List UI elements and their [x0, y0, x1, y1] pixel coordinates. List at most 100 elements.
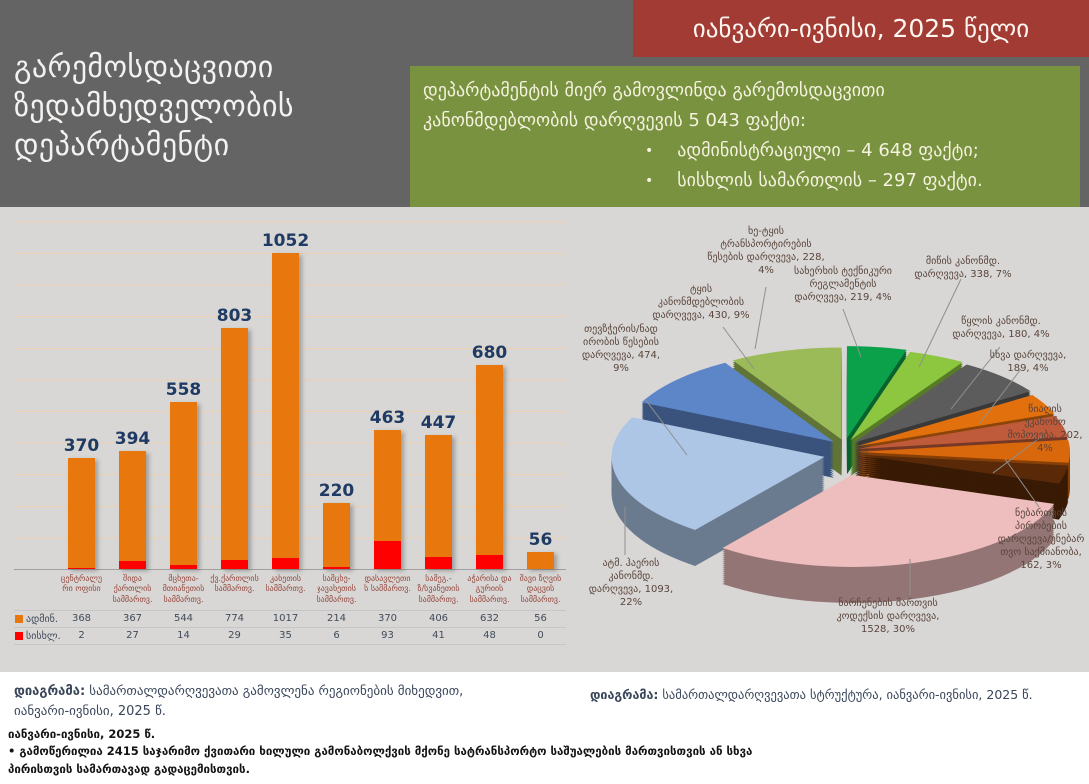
bar-category-label: აჭარისა და გურიის სამმართვ.: [467, 574, 512, 604]
bar-table-value: 35: [279, 630, 292, 642]
bar-table-value: 93: [381, 630, 394, 642]
pie-slice-label: სახერხის ტექნიკური რეგლამენტის დარღვევა, 2…: [794, 266, 892, 303]
bar: [527, 552, 554, 569]
bar-column: 1052: [260, 213, 311, 569]
pie-slice: [856, 454, 1069, 484]
bar-segment-criminal: [170, 565, 197, 569]
page-title-line-2: ზედამხედველობის: [14, 89, 294, 124]
charts-panel: 370 394 558 803 1052 220 463 447 680 56 ცენტრალუ რ…: [0, 207, 1089, 672]
pie-leader-line: [918, 278, 962, 368]
bar: [272, 253, 299, 569]
bar-segment-criminal: [323, 567, 350, 569]
pie-slice-side: [856, 464, 1069, 494]
page-title-line-1: გარემოსდაცვითი: [14, 50, 274, 85]
bar-category-label: ცენტრალუ რი ოფისი: [60, 574, 103, 594]
pie-slice: [611, 417, 825, 530]
bar-value-label: 803: [216, 306, 253, 326]
bar: [323, 503, 350, 569]
bar-category-label: მცხეთა- მთიანეთის სამმართვ.: [162, 574, 205, 604]
bar-segment-criminal: [476, 555, 503, 569]
pie-leader-line: [754, 286, 767, 350]
bar-category-label: ქვ.ქართლის სამმართვ.: [210, 574, 259, 594]
bar-value-label: 463: [369, 408, 406, 428]
bar-table-value: 56: [534, 613, 547, 625]
summary-bullet-criminal-text: სისხლის სამართლის – 297 ფაქტი.: [677, 170, 983, 191]
bar-table-value: 367: [122, 613, 143, 625]
bar-segment-admin: [119, 451, 146, 561]
summary-bullet-admin-text: ადმინისტრაციული – 4 648 ფაქტი;: [677, 140, 979, 161]
pie-slice: [856, 439, 1070, 463]
pie-slice: [846, 346, 907, 439]
bar-segment-criminal: [374, 541, 401, 569]
pie-slice-side: [856, 462, 1069, 492]
summary-box: დეპარტამენტის მიერ გამოვლინდა გარემოსდაც…: [410, 66, 1080, 207]
pie-slice-label: მიწის კანონმდ. დარღვევა, 338, 7%: [914, 256, 1012, 280]
bar: [170, 402, 197, 569]
bar-column: 803: [209, 213, 260, 569]
legend-item: ადმინ.: [14, 611, 59, 627]
pie-leader-line: [644, 398, 688, 456]
pie-slice-side: [856, 472, 1069, 502]
legend-item: სისხლ.: [14, 628, 61, 644]
bar: [221, 328, 248, 569]
bar-table-value: 27: [126, 630, 139, 642]
bar-table-value: 14: [177, 630, 190, 642]
legend-label: სისხლ.: [26, 630, 61, 642]
footnotes: იანვარი-ივნისი, 2025 წ. • გამოწერილია 24…: [8, 726, 798, 778]
caption-label: დიაგრამა:: [590, 687, 659, 702]
bar: [374, 430, 401, 569]
bar-segment-admin: [323, 503, 350, 567]
bullet-marker: •: [8, 744, 16, 759]
pie-slice-side: [856, 466, 1069, 496]
summary-line-2: კანონმდებლობის დარღვევის 5 043 ფაქტი:: [423, 110, 806, 131]
bar-segment-admin: [374, 430, 401, 541]
pie-chart-caption: დიაგრამა: სამართალდარღვევათა სტრუქტურა, …: [590, 687, 1033, 702]
pie-slice-side: [856, 456, 1069, 486]
bullet-icon: •: [645, 143, 654, 159]
pie-slice-label: თევზჭერის/ნად ირობის წესების დარღვევა, 474…: [581, 324, 661, 374]
bar-chart-caption-text: სამართალდარღვევათა გამოვლენა რეგიონების …: [89, 684, 464, 699]
legend-swatch-icon: [15, 632, 23, 641]
bar-column: 56: [515, 213, 566, 569]
bar-column: 220: [311, 213, 362, 569]
pie-slice-side: [856, 458, 1069, 488]
pie-chart-caption-text: სამართალდარღვევათა სტრუქტურა, იანვარი-ივ…: [662, 687, 1033, 702]
pie-slice: [722, 474, 1055, 567]
bar-table-value: 48: [483, 630, 496, 642]
bar-table-value: 0: [537, 630, 544, 642]
bar-table-value: 368: [71, 613, 92, 625]
bar-segment-admin: [272, 253, 299, 558]
bar-plot-area: 370 394 558 803 1052 220 463 447 680 56: [14, 213, 566, 570]
pie-leader-line: [992, 436, 1042, 474]
bar-chart-caption: დიაგრამა: სამართალდარღვევათა გამოვლენა რ…: [14, 682, 554, 722]
bar-table-value: 6: [333, 630, 340, 642]
bar-category-label: შავი ზღვის დაცვის სამმართვ.: [519, 574, 562, 604]
pie-leader-line: [950, 346, 1001, 410]
bar-segment-admin: [476, 365, 503, 555]
bar: [425, 435, 452, 569]
pie-leader-line: [1004, 458, 1040, 508]
pie-slice-label: სხვა დარღვევა, 189, 4%: [989, 350, 1067, 374]
bar-table-value: 29: [228, 630, 241, 642]
legend-swatch-icon: [15, 615, 23, 624]
pie-chart: ხე-ტყის ტრანსპორტირების წესების დარღვევა, …: [573, 207, 1089, 672]
pie-slice-label: ნებართვის პირობების დარღვევა/უნებარ თვო საქ…: [997, 508, 1085, 571]
bar-value-label: 56: [528, 530, 553, 550]
footnote-text: გამოწერილია 2415 საჯარიმო ქვითარი ხილული…: [8, 744, 753, 776]
bar-table-value: 214: [326, 613, 347, 625]
bar-table-value: 370: [377, 613, 398, 625]
bar: [476, 365, 503, 569]
pie-slice-label: ტყის კანონმდებლობის დარღვევა, 430, 9%: [652, 284, 750, 321]
bar-table-value: 41: [432, 630, 445, 642]
bar-chart-caption-text-2: იანვარი-ივნისი, 2025 წ.: [14, 704, 166, 720]
bar-segment-criminal: [68, 568, 95, 569]
pie-slice-side: [856, 460, 1069, 490]
pie-leader-line: [842, 308, 862, 358]
bar-segment-criminal: [272, 558, 299, 569]
bar-value-label: 680: [471, 343, 508, 363]
bar-column: 394: [107, 213, 158, 569]
legend-label: ადმინ.: [26, 613, 59, 625]
bar-category-label: დასავლეთი ს სამმართვ.: [364, 574, 411, 594]
bar: [68, 458, 95, 569]
